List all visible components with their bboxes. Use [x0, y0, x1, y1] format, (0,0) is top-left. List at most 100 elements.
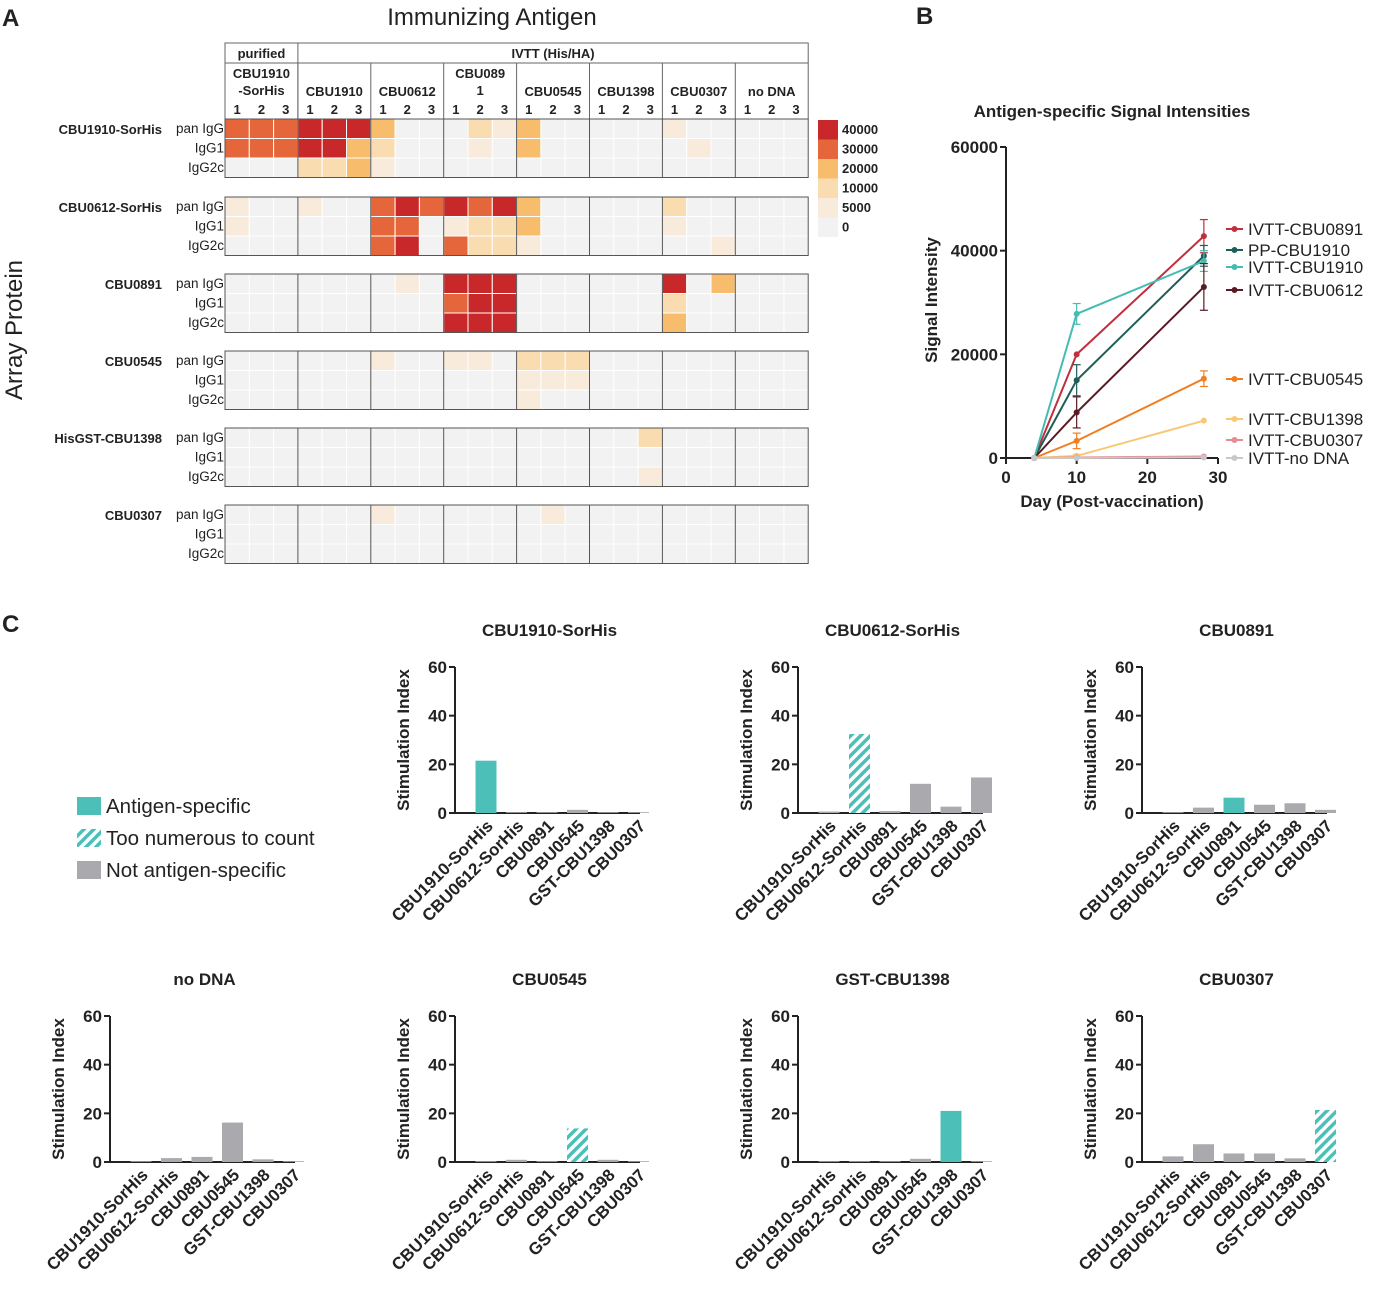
- legend-value: 0: [842, 220, 849, 235]
- bar-CBU0545: [910, 783, 931, 813]
- bar-CBU0891: [1223, 797, 1245, 813]
- heatmap-cell: [297, 543, 323, 564]
- heatmap-cell: [467, 504, 493, 525]
- y-tick-label: 60: [1115, 1007, 1134, 1026]
- heatmap-cell: [516, 370, 542, 391]
- heatmap-cell: [783, 466, 809, 487]
- heatmap-cell: [613, 504, 639, 525]
- heatmap-cell: [346, 543, 372, 564]
- heatmap-cell: [637, 524, 663, 545]
- bar-GST-CBU1398: [597, 1159, 619, 1162]
- heatmap-cell: [418, 504, 445, 525]
- heatmap-cell: [346, 157, 372, 178]
- heatmap-cell: [759, 312, 785, 333]
- subclass-label: IgG1: [195, 450, 224, 465]
- replicate-label: 3: [501, 102, 508, 117]
- heatmap-cell: [564, 504, 591, 525]
- heatmap-cell: [248, 370, 275, 391]
- heatmap-cell: [783, 543, 809, 564]
- bar-GST-CBU1398: [940, 1110, 962, 1162]
- heatmap-cell: [540, 447, 566, 468]
- heatmap-cell: [589, 350, 615, 371]
- heatmap-cell: [637, 273, 663, 294]
- y-tick-label: 60000: [951, 138, 998, 157]
- replicate-label: 3: [355, 102, 362, 117]
- legend-marker: [1231, 437, 1238, 443]
- heatmap-cell: [613, 138, 639, 159]
- y-tick-label: 60: [1115, 658, 1134, 677]
- heatmap-cell: [394, 235, 420, 256]
- x-tick-label: 30: [1209, 468, 1228, 487]
- legend-value: 5000: [842, 200, 871, 215]
- x-tick-label: 0: [1001, 468, 1010, 487]
- heatmap-cell: [297, 312, 323, 333]
- series-IVTT-CBU1910: IVTT-CBU1910: [1031, 250, 1363, 461]
- group-header-ivtt: IVTT (His/HA): [512, 46, 595, 61]
- heatmap-cell: [637, 235, 663, 256]
- bar-chart-title: CBU0545: [512, 970, 587, 989]
- subclass-label: IgG2c: [188, 546, 224, 561]
- heatmap-cell: [710, 524, 736, 545]
- bar-CBU0307: [628, 812, 649, 813]
- x-tick-label: 10: [1067, 468, 1086, 487]
- heatmap-cell: [710, 216, 736, 237]
- heatmap-cell: [248, 447, 275, 468]
- antigen-label: CBU1398: [597, 84, 654, 99]
- heatmap-cell: [418, 138, 445, 159]
- y-tick-label: 60: [428, 1007, 447, 1026]
- protein-block: pan IgG IgG1 IgG2c CBU0307: [105, 504, 809, 564]
- heatmap-cell: [297, 389, 323, 410]
- heatmap-cell: [248, 293, 275, 314]
- heatmap-cell: [540, 196, 566, 217]
- heatmap-cell: [759, 350, 785, 371]
- heatmap-cell: [297, 370, 323, 391]
- protein-block: pan IgG IgG1 IgG2c CBU0612-SorHis: [59, 196, 809, 256]
- heatmap-cell: [224, 543, 250, 564]
- heatmap-cell: [418, 543, 445, 564]
- heatmap-cell: [370, 312, 396, 333]
- legend-marker: [1231, 247, 1238, 253]
- heatmap-cell: [783, 389, 809, 410]
- heatmap-cell: [346, 273, 372, 294]
- heatmap-cell: [564, 157, 591, 178]
- heatmap-cell: [467, 389, 493, 410]
- subclass-label: pan IgG: [176, 507, 224, 522]
- subclass-label: IgG1: [195, 296, 224, 311]
- heatmap-cell: [540, 350, 566, 371]
- y-axis-label: Stimulation Index: [737, 669, 756, 811]
- heatmap-cell: [783, 273, 809, 294]
- heatmap-cell: [491, 196, 518, 217]
- heatmap-cell: [418, 370, 445, 391]
- heatmap-cell: [637, 504, 663, 525]
- antigen-label: CBU0545: [525, 84, 582, 99]
- bar-CBU0612-SorHis: [506, 1159, 527, 1162]
- heatmap-cell: [394, 427, 420, 448]
- heatmap-cell: [759, 524, 785, 545]
- heatmap-cell: [710, 138, 736, 159]
- protein-label: HisGST-CBU1398: [54, 431, 162, 446]
- heatmap-cell: [734, 447, 761, 468]
- subclass-label: IgG2c: [188, 315, 224, 330]
- heatmap-cell: [540, 312, 566, 333]
- heatmap-cell: [734, 543, 761, 564]
- subclass-label: pan IgG: [176, 121, 224, 136]
- heatmap-cell: [370, 235, 396, 256]
- heatmap-cell: [564, 138, 591, 159]
- heatmap-cell: [783, 504, 809, 525]
- legend-label: Antigen-specific: [106, 795, 251, 818]
- subclass-label: IgG1: [195, 141, 224, 156]
- heatmap-cell: [394, 196, 420, 217]
- heatmap-cell: [516, 504, 542, 525]
- heatmap-cell: [491, 157, 518, 178]
- heatmap-cell: [589, 427, 615, 448]
- replicate-label: 1: [306, 102, 313, 117]
- heatmap-cell: [370, 273, 396, 294]
- heatmap-cell: [734, 466, 761, 487]
- data-point: [1200, 258, 1207, 265]
- y-tick-label: 0: [438, 804, 447, 823]
- heatmap-cell: [637, 138, 663, 159]
- bar-CBU0891: [879, 1161, 901, 1162]
- legend-label: IVTT-CBU0545: [1248, 370, 1363, 389]
